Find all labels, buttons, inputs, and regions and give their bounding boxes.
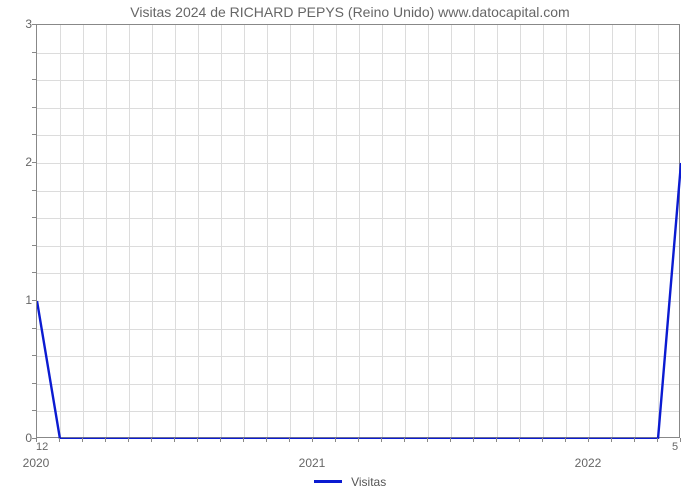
x-minor-tick <box>519 438 520 442</box>
x-minor-tick <box>542 438 543 442</box>
x-minor-tick <box>243 438 244 442</box>
x-minor-tick <box>197 438 198 442</box>
x-minor-tick <box>427 438 428 442</box>
chart-title: Visitas 2024 de RICHARD PEPYS (Reino Uni… <box>0 4 700 20</box>
x-minor-tick <box>312 438 313 442</box>
y-minor-tick <box>32 190 36 191</box>
y-minor-tick <box>32 245 36 246</box>
visitas-line <box>37 163 681 439</box>
y-minor-tick <box>32 383 36 384</box>
y-tick-label: 2 <box>8 155 32 169</box>
x-minor-tick <box>450 438 451 442</box>
x-minor-tick <box>473 438 474 442</box>
x-minor-tick <box>634 438 635 442</box>
y-minor-tick <box>32 328 36 329</box>
start-value-label: 12 <box>36 441 48 453</box>
x-minor-tick <box>220 438 221 442</box>
y-minor-tick <box>32 300 36 301</box>
y-minor-tick <box>32 107 36 108</box>
x-minor-tick <box>82 438 83 442</box>
x-minor-tick <box>496 438 497 442</box>
x-minor-tick <box>404 438 405 442</box>
y-minor-tick <box>32 162 36 163</box>
plot-area <box>36 24 680 438</box>
y-minor-tick <box>32 24 36 25</box>
x-minor-tick <box>657 438 658 442</box>
x-minor-tick <box>381 438 382 442</box>
x-tick-label: 2022 <box>575 456 602 470</box>
x-minor-tick <box>358 438 359 442</box>
y-minor-tick <box>32 355 36 356</box>
y-minor-tick <box>32 52 36 53</box>
legend-swatch <box>314 480 342 483</box>
y-tick-label: 3 <box>8 17 32 31</box>
x-minor-tick <box>565 438 566 442</box>
x-minor-tick <box>105 438 106 442</box>
x-minor-tick <box>266 438 267 442</box>
x-tick-label: 2020 <box>23 456 50 470</box>
x-minor-tick <box>59 438 60 442</box>
y-minor-tick <box>32 410 36 411</box>
series-line-layer <box>37 25 681 439</box>
legend: Visitas <box>0 474 700 489</box>
x-minor-tick <box>151 438 152 442</box>
x-minor-tick <box>588 438 589 442</box>
x-minor-tick <box>128 438 129 442</box>
y-minor-tick <box>32 272 36 273</box>
legend-label: Visitas <box>351 475 386 489</box>
y-minor-tick <box>32 134 36 135</box>
x-minor-tick <box>335 438 336 442</box>
end-value-label: 5 <box>672 441 678 453</box>
x-minor-tick <box>174 438 175 442</box>
y-minor-tick <box>32 79 36 80</box>
x-minor-tick <box>289 438 290 442</box>
x-minor-tick <box>680 438 681 442</box>
y-minor-tick <box>32 217 36 218</box>
x-minor-tick <box>611 438 612 442</box>
y-tick-label: 0 <box>8 431 32 445</box>
y-tick-label: 1 <box>8 293 32 307</box>
x-tick-label: 2021 <box>299 456 326 470</box>
